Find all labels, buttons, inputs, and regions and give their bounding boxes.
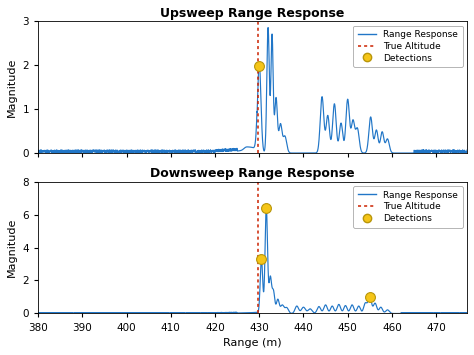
Point: [255, 63, 263, 69]
Title: Downsweep Range Response: Downsweep Range Response: [150, 167, 355, 180]
Legend: Range Response, True Altitude, Detections: Range Response, True Altitude, Detection…: [353, 26, 463, 67]
Point: [258, 257, 265, 262]
Y-axis label: Magnitude: Magnitude: [7, 58, 17, 117]
X-axis label: Range (m): Range (m): [223, 338, 282, 348]
Y-axis label: Magnitude: Magnitude: [7, 218, 17, 277]
Legend: Range Response, True Altitude, Detections: Range Response, True Altitude, Detection…: [353, 186, 463, 228]
Point: [366, 294, 374, 300]
Title: Upsweep Range Response: Upsweep Range Response: [160, 7, 345, 20]
Point: [263, 206, 270, 211]
